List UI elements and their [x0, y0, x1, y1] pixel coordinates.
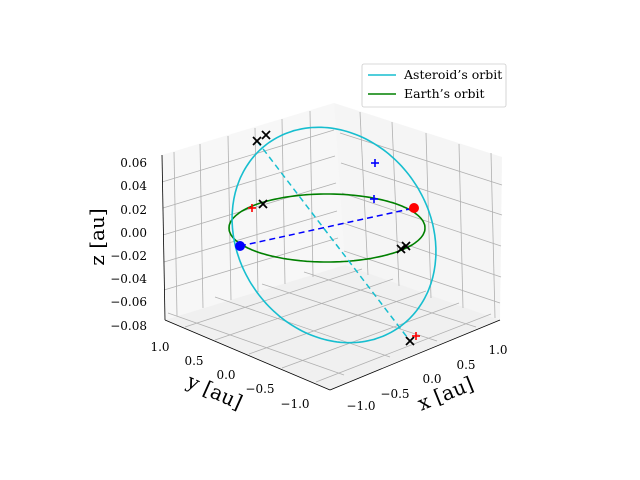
gridline-16 — [339, 132, 503, 186]
z-tick-label-3: 0.00 — [120, 226, 147, 240]
x-marker-6 — [405, 336, 415, 346]
y-tick-label-1: 0.5 — [184, 354, 203, 368]
x-marker-3 — [258, 199, 268, 209]
gridline-15 — [490, 152, 496, 319]
x-tick-label-4: 1.0 — [488, 343, 507, 357]
z-tick-label-4: −0.02 — [110, 249, 147, 263]
z-tick-label-6: −0.06 — [110, 295, 147, 309]
asteroid-position-marker — [409, 203, 419, 213]
z-tick-label-1: 0.04 — [120, 179, 147, 193]
legend-box — [361, 63, 507, 108]
legend-label-asteroid: Asteroid’s orbit — [403, 67, 502, 82]
legend-label-earth: Earth’s orbit — [404, 86, 485, 101]
gridline-7 — [162, 155, 336, 209]
ticks-layer: 0.06 0.04 0.02 0.00 −0.02 −0.04 −0.06 −0.08 −1.0… — [110, 156, 507, 413]
x-pane — [334, 103, 502, 320]
gridline-19 — [342, 222, 502, 278]
gridline-1 — [199, 143, 204, 309]
floor-pane — [165, 265, 500, 390]
z-tick-label-2: 0.02 — [120, 203, 147, 217]
gridline-10 — [163, 237, 339, 291]
x-marker-1 — [252, 136, 262, 146]
gridline-6 — [161, 129, 335, 183]
gridline-20 — [343, 250, 501, 304]
x-marker-2 — [261, 130, 271, 140]
blue-plus-marker-1 — [371, 159, 379, 167]
z-tick-label-7: −0.08 — [110, 319, 147, 333]
asteroid-apsis-dashed-line — [256, 140, 411, 342]
x-tick-label-1: −0.5 — [380, 387, 409, 401]
y-pane — [162, 103, 345, 320]
legend: Asteroid’s orbit Earth’s orbit — [361, 63, 507, 108]
x-marker-5 — [401, 241, 411, 251]
x-tick-label-2: 0.0 — [422, 372, 441, 386]
x-marker-4 — [396, 244, 406, 254]
y-tick-label-2: 0.0 — [216, 368, 235, 382]
gridline-25 — [315, 313, 492, 383]
gridline-27 — [214, 296, 391, 358]
gridline-22 — [214, 278, 394, 341]
earth-position-marker — [235, 241, 245, 251]
z-tick-label-5: −0.04 — [110, 272, 147, 286]
red-plus-marker-1 — [248, 204, 256, 212]
x-tick-label-0: −1.0 — [346, 399, 375, 413]
gridline-24 — [281, 302, 460, 369]
y-axis-label: y [au] — [183, 368, 247, 414]
gridline-9 — [163, 210, 338, 263]
gridline-17 — [340, 162, 503, 216]
axes-frame — [161, 154, 501, 391]
gridline-8 — [162, 182, 337, 236]
red-plus-marker-2 — [412, 332, 420, 340]
gridline-11 — [359, 111, 369, 276]
y-tick-label-4: −1.0 — [280, 397, 309, 411]
gridline-21 — [184, 268, 363, 328]
gridline-26 — [167, 312, 345, 376]
gridline-29 — [303, 271, 477, 328]
x-tick-label-3: 0.5 — [456, 358, 475, 372]
asteroid-orbit-line — [231, 126, 437, 344]
z-tick-label-0: 0.06 — [120, 156, 147, 170]
y-tick-label-3: −0.5 — [245, 382, 274, 396]
blue-plus-marker-2 — [370, 195, 378, 203]
y-tick-label-0: 1.0 — [150, 340, 169, 354]
gridline-4 — [281, 118, 286, 285]
z-axis-label: z [au] — [85, 208, 109, 265]
gridline-2 — [227, 135, 232, 301]
gridline-28 — [261, 283, 438, 342]
gridline-0 — [173, 151, 178, 317]
markers-layer — [235, 130, 420, 346]
